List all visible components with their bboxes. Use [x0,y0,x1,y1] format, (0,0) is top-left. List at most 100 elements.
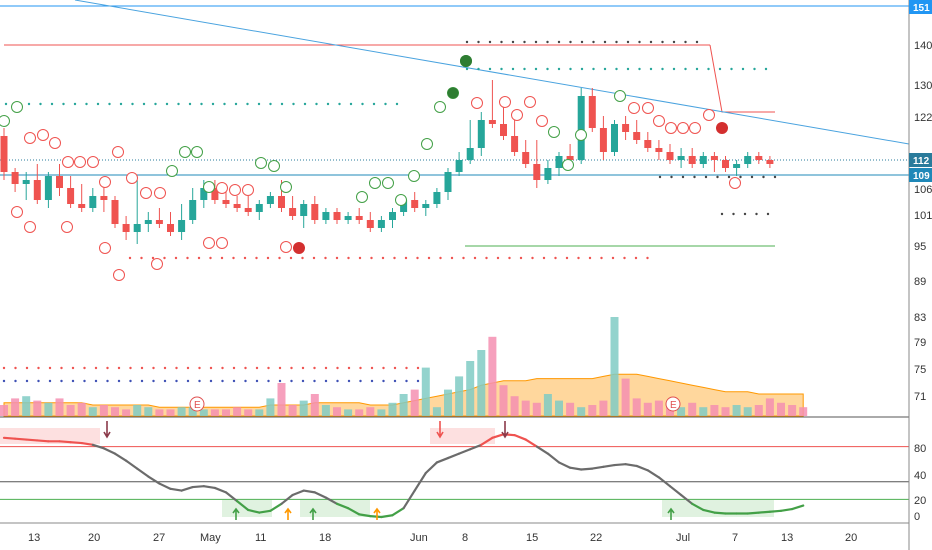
volume-bar [233,407,242,416]
level-dot [188,102,192,106]
level-dot [223,102,226,106]
volume-bar [654,400,663,416]
oscillator-line [679,493,694,505]
price-tag-bg [909,153,932,167]
oscillator-line [236,500,250,512]
time-axis[interactable]: 13 20 27 May 11 18 Jun 8 15 22 Jul 7 13 … [28,532,857,544]
level-dot [163,256,166,260]
oscillator-line [158,482,172,490]
oscillator-line [635,464,649,472]
oscillator-line [36,439,50,443]
count-marker [151,258,163,270]
level-dot [634,256,638,260]
count-marker [703,109,715,121]
oscillator-line [613,463,627,467]
price-axis[interactable]: 140 130 122 106 101 95 89 83 79 75 71 [914,40,932,403]
level-dot [198,379,201,383]
oscillator-line [213,486,228,494]
oscillator-line [691,502,705,512]
level-dot [301,256,304,260]
level-dot [592,40,595,44]
level-dot [243,256,247,260]
level-dot [269,102,272,106]
level-dot [94,379,98,383]
candle-body [710,156,718,160]
oscillator-line [424,461,438,475]
volume-bar [455,376,464,416]
count-marker [203,237,215,249]
level-dot [477,40,480,44]
level-dot [750,175,754,179]
candle-body [33,180,41,200]
level-dot [603,67,607,71]
count-marker [126,172,138,184]
volume-bar [388,402,397,416]
count-marker [11,206,23,218]
count-marker [11,101,23,113]
oscillator-line [380,514,394,519]
candle-body [488,120,496,124]
price-tag-109: 109 [909,168,932,182]
level-dot [766,212,770,216]
volume-bar [399,394,408,416]
oscillator-line [80,441,94,446]
volume-bar [22,396,31,416]
level-dot [649,40,653,44]
candle-body [389,212,396,220]
candle-body [544,168,552,180]
level-dot [405,366,408,370]
level-dot [50,102,54,106]
oscillator-line [224,491,239,503]
oscillator-line [413,471,427,492]
volume-bar [477,350,486,416]
volume-bar [77,402,86,416]
count-marker [689,122,701,134]
level-dot [359,379,362,383]
buy-signal-arrow [667,507,675,520]
candle-body [655,148,663,152]
count-marker [268,160,280,172]
price-tag-151: 151 [909,0,932,14]
osc-tick: 40 [914,470,926,482]
level-dot [289,256,293,260]
level-dot [580,67,584,71]
level-dot [324,256,327,260]
candle-body [477,120,485,148]
volume-bar [288,405,297,416]
oscillator-line [768,509,783,513]
oscillator-line [324,496,339,505]
level-dot [488,67,492,71]
candle-body [555,156,563,168]
level-dot [684,67,687,71]
time-tick: 15 [526,532,538,544]
volume-bar [521,400,530,416]
time-tick: 13 [28,532,40,544]
count-marker [113,269,125,281]
oscillator-line [779,507,794,512]
level-dot [312,256,316,260]
candle-body [56,176,63,188]
annotation-lines [0,0,910,383]
candle-body [400,200,408,212]
count-marker [575,129,587,141]
price-tick: 95 [914,241,926,253]
level-dot [175,366,178,370]
count-marker [511,109,523,121]
level-dot [681,175,685,179]
volume-bar [310,394,319,416]
count-marker [216,237,228,249]
count-marker [37,129,49,141]
level-dot [361,102,364,106]
level-dot [267,379,270,383]
level-dot [542,256,546,260]
level-dot [154,102,157,106]
sell-signal-arrow [103,421,111,439]
oscillator-line [113,452,128,462]
count-marker [99,242,111,254]
time-tick: 22 [590,532,602,544]
level-dot [732,212,735,216]
candle-body [244,208,252,212]
level-dot [255,256,258,260]
level-dot [465,67,469,71]
